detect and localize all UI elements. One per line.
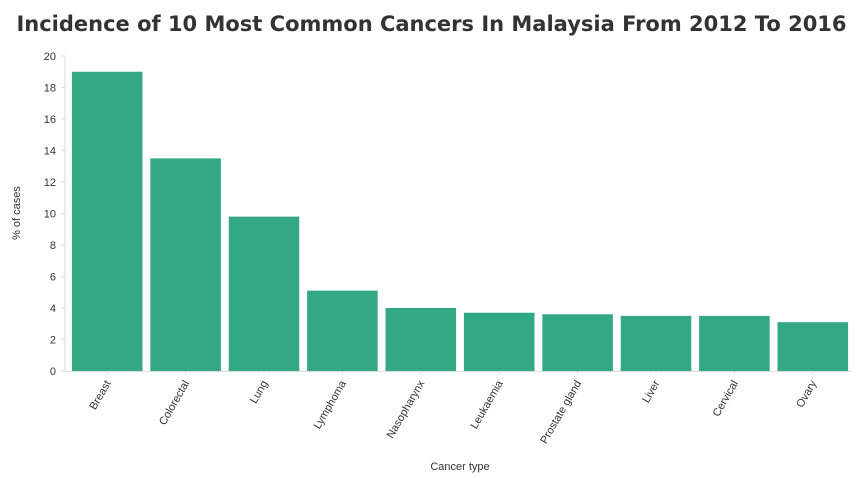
x-tick-label: Liver (640, 378, 662, 405)
x-tick-label: Lung (248, 379, 271, 406)
y-tick-label: 2 (50, 335, 56, 347)
x-axis-title: Cancer type (430, 461, 489, 473)
x-axis: Breast Colorectal Lung Lymphoma Nasopharynx L… (65, 371, 852, 446)
y-axis: 0 2 4 6 8 10 12 14 16 18 20 (44, 51, 66, 378)
x-tick-label: Ovary (794, 378, 819, 410)
bar-lymphoma (307, 290, 378, 371)
y-tick-label: 4 (50, 303, 56, 315)
y-tick-label: 16 (44, 114, 56, 126)
bars (71, 71, 849, 371)
x-tick-label: Breast (88, 379, 114, 413)
x-tick-label: Colorectal (157, 379, 192, 428)
bar-prostate-gland (542, 314, 613, 371)
y-tick-label: 12 (44, 177, 56, 189)
y-tick-label: 10 (44, 209, 56, 221)
bar-ovary (777, 322, 849, 371)
bar-colorectal (150, 158, 221, 371)
x-tick-label: Cervical (711, 379, 741, 419)
bar-leukaemia (463, 312, 535, 371)
y-tick-label: 6 (50, 272, 56, 284)
chart-title: Incidence of 10 Most Common Cancers In M… (16, 12, 847, 36)
y-axis-title: % of cases (11, 186, 23, 240)
x-tick-label: Prostate gland (538, 379, 584, 446)
x-tick-label: Nasopharynx (385, 378, 428, 441)
bar-cervical (699, 315, 770, 371)
y-tick-label: 14 (44, 146, 56, 158)
bar-lung (228, 216, 300, 371)
bar-breast (71, 71, 143, 371)
bar-nasopharynx (385, 308, 457, 371)
y-tick-label: 0 (50, 366, 56, 378)
x-tick-label: Lymphoma (312, 378, 350, 432)
bar-liver (620, 315, 692, 371)
y-tick-label: 20 (44, 51, 56, 63)
y-tick-label: 8 (50, 240, 56, 252)
x-tick-label: Leukaemia (468, 378, 506, 431)
y-tick-label: 18 (44, 83, 56, 95)
